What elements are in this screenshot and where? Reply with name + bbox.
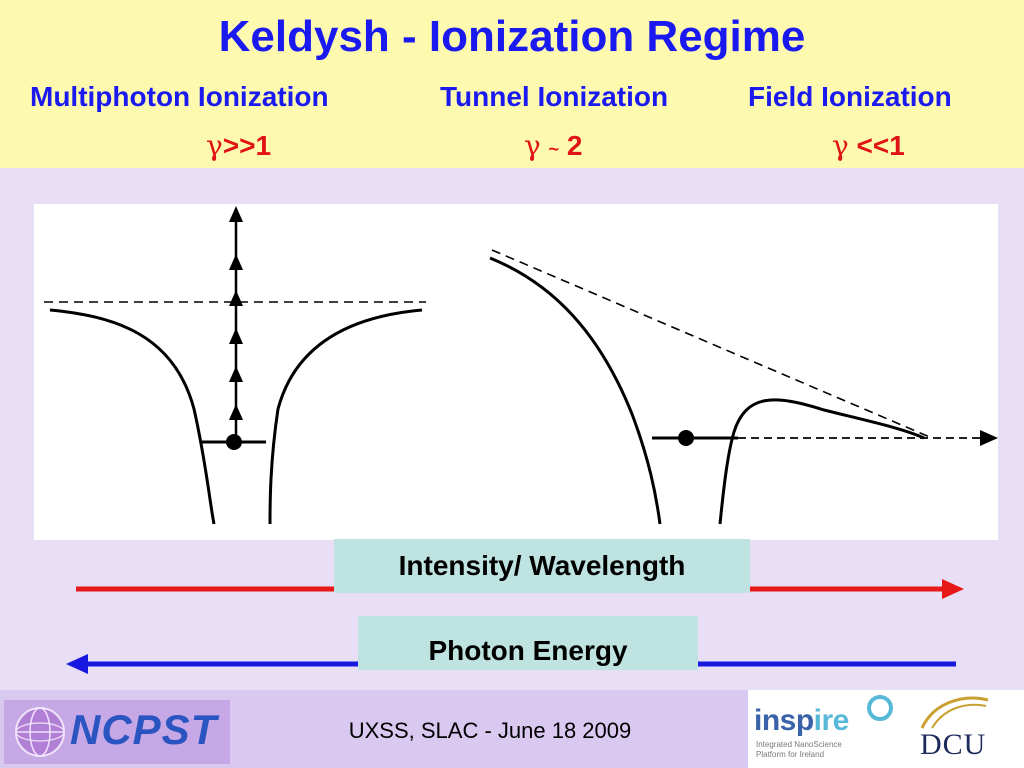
field-label: Field Ionization [748, 81, 952, 112]
photon-arrow-head [229, 366, 243, 382]
tunnel-curve-right [718, 398, 925, 525]
potential-diagram [44, 206, 998, 525]
inspire-prefix: insp [754, 704, 814, 737]
intensity-wavelength-label: Intensity/ Wavelength [334, 539, 750, 593]
slide-title: Keldysh - Ionization Regime [218, 12, 806, 61]
gamma-value: 2 [566, 130, 583, 161]
field-gamma: γ <<1 [832, 128, 905, 164]
ncpst-logo: NCPST [4, 700, 230, 764]
header-band: Keldysh - Ionization Regime Multiphoton … [0, 0, 1024, 168]
photon-energy-label: Photon Energy [358, 616, 698, 670]
inspire-subtitle: Integrated NanoScience Platform for Irel… [756, 740, 842, 759]
gamma-symbol: γ [524, 129, 541, 162]
inspire-logo: inspire [754, 704, 849, 738]
multiphoton-gamma: γ>>1 [206, 128, 271, 164]
dcu-swoosh-icon [920, 696, 989, 729]
partner-logos: inspire Integrated NanoScience Platform … [748, 690, 1024, 768]
tunnel-diagram [489, 249, 998, 525]
photon-arrow-head [229, 328, 243, 344]
gamma-symbol: γ [206, 129, 223, 162]
potential-curve-right [268, 308, 423, 525]
potential-diagram-panel [34, 204, 998, 540]
field-dashed-line [491, 249, 933, 439]
photon-energy-text: Photon Energy [428, 635, 628, 666]
gamma-symbol: γ [832, 129, 849, 162]
electron-marker [226, 434, 242, 450]
tunneling-arrow-head [980, 430, 998, 446]
ncpst-wordmark: NCPST [70, 706, 218, 753]
dcu-logo: DCU [920, 728, 987, 761]
inspire-suffix: ire [813, 704, 850, 737]
gamma-relation: >>1 [222, 130, 272, 161]
multiphoton-diagram [44, 206, 426, 525]
potential-curve-left [49, 308, 216, 525]
photon-arrow-head [229, 404, 243, 420]
electron-marker [678, 430, 694, 446]
inspire-ring-icon [867, 695, 893, 721]
gamma-relation: <<1 [856, 130, 905, 161]
photon-energy-arrow-head [66, 654, 88, 674]
intensity-wavelength-text: Intensity/ Wavelength [398, 550, 686, 581]
photon-arrow-head [229, 206, 243, 222]
tunnel-gamma: γ ~ 2 [524, 128, 582, 167]
footer-caption: UXSS, SLAC - June 18 2009 [348, 718, 632, 743]
photon-arrow-head [229, 290, 243, 306]
photon-arrow-head [229, 254, 243, 270]
tunnel-curve-left [489, 256, 662, 525]
intensity-arrow-head [942, 579, 964, 599]
multiphoton-label: Multiphoton Ionization [30, 81, 329, 112]
ncpst-globe-icon [15, 707, 65, 757]
gamma-tilde: ~ [548, 139, 560, 159]
tunnel-label: Tunnel Ionization [440, 81, 669, 112]
